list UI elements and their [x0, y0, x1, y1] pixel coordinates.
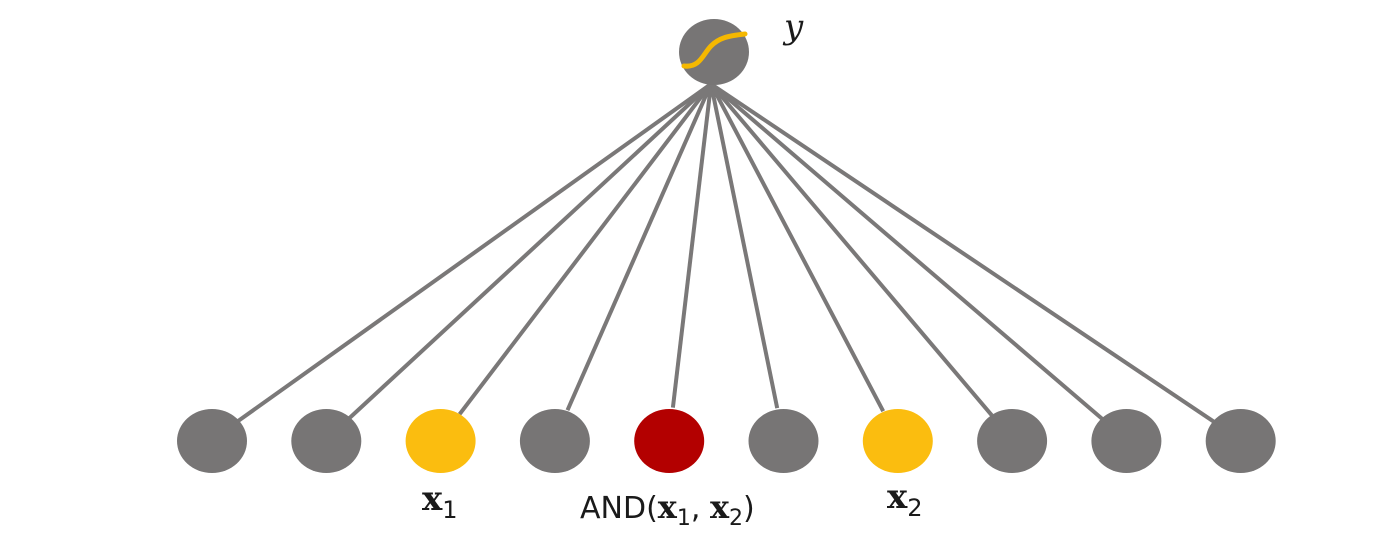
- x1-label: x1: [422, 479, 458, 524]
- and-label-sep: ,: [691, 491, 710, 526]
- input-neuron-n6: [748, 409, 819, 473]
- edge-n7: [709, 83, 885, 413]
- output-label-y: y: [782, 7, 804, 47]
- edge-n5: [670, 83, 713, 408]
- edge-n8: [709, 82, 994, 417]
- input-neuron-n7: [862, 409, 933, 473]
- input-neuron-n9: [1091, 409, 1162, 473]
- x1-label-sub: 1: [442, 496, 457, 524]
- and-label-x2: x: [710, 488, 730, 526]
- input-neuron-n10: [1205, 409, 1276, 473]
- input-neuron-n8: [977, 409, 1048, 473]
- input-neuron-n2: [291, 409, 362, 473]
- edge-n2: [348, 82, 713, 420]
- and-label-x1: x: [658, 488, 678, 526]
- and-label-suffix: ): [743, 491, 755, 526]
- x2-label-main: x: [887, 477, 908, 517]
- input-neuron-n3: [405, 409, 476, 473]
- input-neuron-n1: [177, 409, 247, 473]
- edge-n4: [565, 83, 713, 412]
- input-neuron-n5: [634, 409, 705, 473]
- x1-label-main: x: [422, 479, 443, 519]
- output-neuron: [679, 19, 749, 85]
- and-label-x2-sub: 2: [729, 506, 743, 531]
- edges-group: [236, 82, 1216, 424]
- edge-n9: [709, 82, 1104, 421]
- and-label-prefix: AND(: [580, 491, 658, 526]
- edge-n1: [236, 82, 713, 424]
- input-nodes-group: [177, 409, 1276, 473]
- edge-n10: [709, 82, 1216, 424]
- x2-label: x2: [887, 477, 923, 522]
- output-node: [679, 19, 749, 85]
- input-neuron-n4: [519, 409, 590, 473]
- and-label: AND(x1, x2): [580, 488, 755, 531]
- x2-label-sub: 2: [907, 494, 922, 522]
- edge-n3: [458, 82, 713, 416]
- edge-n6: [709, 83, 780, 409]
- activation-curve-icon: [681, 31, 748, 69]
- and-label-x1-sub: 1: [677, 506, 691, 531]
